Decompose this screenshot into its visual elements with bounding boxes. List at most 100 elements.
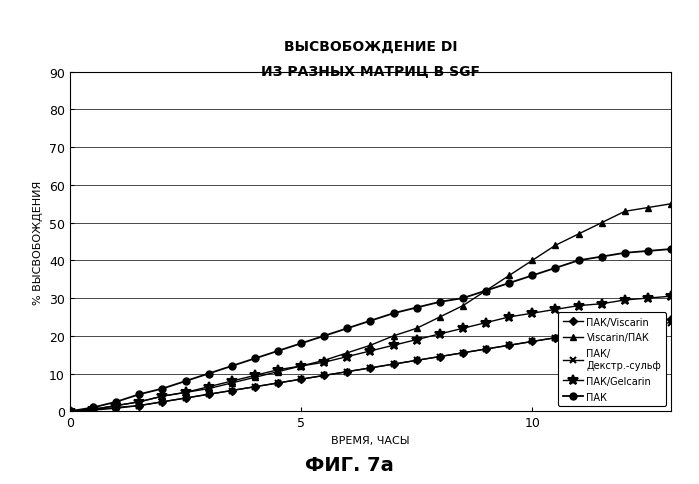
ПАК/
Декстр.-сульф xyxy=(528,339,537,345)
ПАК xyxy=(575,258,583,264)
ПАК xyxy=(274,348,282,354)
ПАК xyxy=(598,254,606,260)
ПАК xyxy=(505,281,513,287)
Viscarin/ПАК xyxy=(366,343,375,348)
ПАК/
Декстр.-сульф xyxy=(644,322,652,328)
ПАК/Gelcarin xyxy=(389,343,398,348)
ПАК xyxy=(228,363,236,369)
ПАК/Gelcarin xyxy=(274,367,282,373)
ПАК/Gelcarin xyxy=(112,403,120,408)
ПАК/Viscarin xyxy=(366,365,375,371)
ПАК/
Декстр.-сульф xyxy=(112,406,120,411)
ПАК/Viscarin xyxy=(158,399,166,405)
ПАК/Gelcarin xyxy=(482,320,490,326)
ПАК/Viscarin xyxy=(228,388,236,393)
ПАК/
Декстр.-сульф xyxy=(459,350,467,356)
ПАК/Gelcarin xyxy=(621,298,629,303)
ПАК/Viscarin xyxy=(251,384,259,390)
ПАК/
Декстр.-сульф xyxy=(598,328,606,333)
Viscarin/ПАК xyxy=(552,243,560,249)
ПАК/Viscarin xyxy=(598,328,606,333)
ПАК/Gelcarin xyxy=(66,408,74,414)
Viscarin/ПАК xyxy=(389,333,398,339)
ПАК xyxy=(89,405,97,410)
Line: ПАК: ПАК xyxy=(66,246,675,415)
ПАК/Viscarin xyxy=(181,395,189,401)
ПАК/Gelcarin xyxy=(552,307,560,313)
ПАК/
Декстр.-сульф xyxy=(274,380,282,386)
ПАК/
Декстр.-сульф xyxy=(297,377,305,382)
Text: ФИГ. 7а: ФИГ. 7а xyxy=(305,455,394,474)
ПАК xyxy=(412,305,421,311)
ПАК/Viscarin xyxy=(274,380,282,386)
Viscarin/ПАК xyxy=(204,386,212,392)
Text: ВЫСВОБОЖДЕНИЕ DI: ВЫСВОБОЖДЕНИЕ DI xyxy=(284,39,457,53)
ПАК/Gelcarin xyxy=(435,332,444,337)
ПАК/
Декстр.-сульф xyxy=(412,358,421,363)
ПАК/Gelcarin xyxy=(135,399,143,405)
Viscarin/ПАК xyxy=(598,220,606,226)
Line: ПАК/
Декстр.-сульф: ПАК/ Декстр.-сульф xyxy=(66,319,675,415)
ПАК/
Декстр.-сульф xyxy=(343,369,352,375)
ПАК/Viscarin xyxy=(112,405,120,410)
ПАК xyxy=(343,326,352,332)
ПАК/Gelcarin xyxy=(459,326,467,332)
Legend: ПАК/Viscarin, Viscarin/ПАК, ПАК/
Декстр.-сульф, ПАК/Gelcarin, ПАК: ПАК/Viscarin, Viscarin/ПАК, ПАК/ Декстр.… xyxy=(559,312,666,407)
Viscarin/ПАК xyxy=(505,273,513,279)
ПАК/
Декстр.-сульф xyxy=(435,354,444,360)
ПАК xyxy=(644,248,652,254)
ПАК xyxy=(204,371,212,377)
Viscarin/ПАК xyxy=(435,315,444,320)
ПАК xyxy=(158,386,166,392)
Viscarin/ПАК xyxy=(181,390,189,395)
Y-axis label: % ВЫСВОБОЖДЕНИЯ: % ВЫСВОБОЖДЕНИЯ xyxy=(34,180,43,304)
ПАК/Viscarin xyxy=(644,320,652,326)
ПАК/Gelcarin xyxy=(412,337,421,343)
ПАК/Viscarin xyxy=(528,339,537,345)
ПАК/Gelcarin xyxy=(89,407,97,412)
Text: ИЗ РАЗНЫХ МАТРИЦ В SGF: ИЗ РАЗНЫХ МАТРИЦ В SGF xyxy=(261,63,480,77)
ПАК/Viscarin xyxy=(575,332,583,337)
Viscarin/ПАК xyxy=(251,375,259,380)
ПАК xyxy=(482,288,490,294)
ПАК/Viscarin xyxy=(552,335,560,341)
ПАК xyxy=(552,265,560,271)
ПАК/
Декстр.-сульф xyxy=(135,403,143,408)
Viscarin/ПАК xyxy=(459,303,467,309)
ПАК xyxy=(528,273,537,279)
Viscarin/ПАК xyxy=(482,288,490,294)
ПАК/
Декстр.-сульф xyxy=(389,362,398,367)
ПАК/Gelcarin xyxy=(667,294,675,300)
Viscarin/ПАК xyxy=(528,258,537,264)
ПАК/Viscarin xyxy=(135,403,143,408)
ПАК xyxy=(112,399,120,405)
ПАК/
Декстр.-сульф xyxy=(204,392,212,397)
Viscarin/ПАК xyxy=(667,201,675,207)
Viscarin/ПАК xyxy=(135,399,143,405)
ПАК/Gelcarin xyxy=(528,311,537,317)
ПАК/
Декстр.-сульф xyxy=(181,395,189,401)
ПАК/Gelcarin xyxy=(228,378,236,384)
ПАК/Viscarin xyxy=(412,358,421,363)
ПАК/Gelcarin xyxy=(343,354,352,360)
ПАК/Gelcarin xyxy=(505,315,513,320)
ПАК/Gelcarin xyxy=(598,301,606,307)
ПАК/Viscarin xyxy=(320,373,329,378)
ПАК/Gelcarin xyxy=(366,348,375,354)
ПАК xyxy=(459,296,467,302)
Viscarin/ПАК xyxy=(228,380,236,386)
ПАК/Gelcarin xyxy=(181,390,189,395)
ПАК xyxy=(621,250,629,256)
ПАК xyxy=(435,299,444,305)
Viscarin/ПАК xyxy=(644,205,652,211)
ПАК/Viscarin xyxy=(459,350,467,356)
ПАК/Viscarin xyxy=(89,407,97,412)
Viscarin/ПАК xyxy=(297,363,305,369)
Viscarin/ПАК xyxy=(412,326,421,332)
Viscarin/ПАК xyxy=(320,358,329,363)
ПАК/Gelcarin xyxy=(320,360,329,365)
ПАК xyxy=(366,318,375,324)
ПАК/
Декстр.-сульф xyxy=(575,332,583,337)
ПАК/Viscarin xyxy=(435,354,444,360)
ПАК xyxy=(667,247,675,253)
